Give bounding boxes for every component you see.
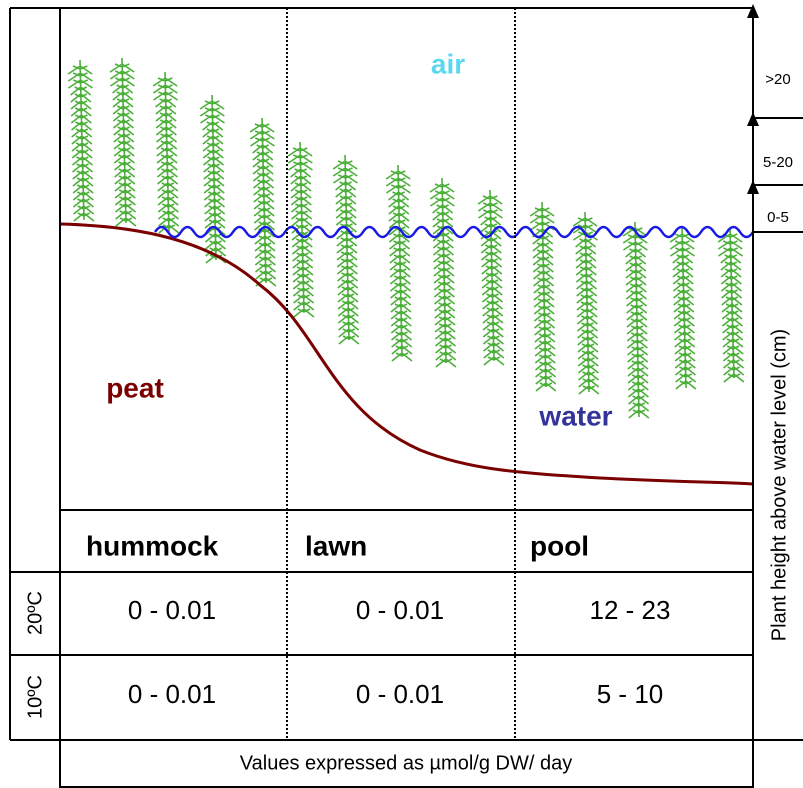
moss-plant [199, 94, 227, 264]
row-header: 20ºC [24, 591, 46, 635]
height-range: 5-20 [763, 154, 793, 171]
cell: 0 - 0.01 [128, 679, 216, 709]
water-label: water [538, 400, 612, 431]
moss-plant [572, 211, 600, 395]
moss-plant [622, 221, 650, 419]
moss-plants [67, 57, 745, 419]
moss-plant [152, 71, 180, 234]
moss-plant [385, 164, 413, 362]
moss-plant [717, 227, 745, 383]
height-range: 0-5 [767, 209, 789, 226]
height-range: >20 [765, 71, 790, 88]
axis-title: Plant height above water level (cm) [768, 329, 790, 641]
moss-plant [249, 117, 277, 287]
cell: 0 - 0.01 [356, 595, 444, 625]
row-header: 10ºC [24, 675, 46, 719]
cell: 0 - 0.01 [356, 679, 444, 709]
moss-plant [109, 57, 137, 227]
air-label: air [431, 48, 465, 79]
moss-plant [477, 189, 505, 366]
cell: 5 - 10 [597, 679, 664, 709]
water-surface [153, 225, 755, 239]
moss-plant [529, 201, 557, 392]
peat-surface [59, 222, 754, 486]
peat-label: peat [106, 372, 164, 403]
cell: 12 - 23 [590, 595, 671, 625]
arrowheads [747, 4, 759, 194]
moss-plant [287, 141, 315, 318]
cell: 0 - 0.01 [128, 595, 216, 625]
moss-plant [669, 227, 697, 390]
column-header: pool [530, 530, 589, 561]
moss-plant [67, 59, 95, 222]
moss-plant [332, 154, 360, 345]
footnote: Values expressed as µmol/g DW/ day [240, 752, 572, 774]
column-header: lawn [305, 530, 367, 561]
moss-plant [429, 177, 457, 368]
height-scale [753, 117, 803, 233]
column-header: hummock [86, 530, 219, 561]
